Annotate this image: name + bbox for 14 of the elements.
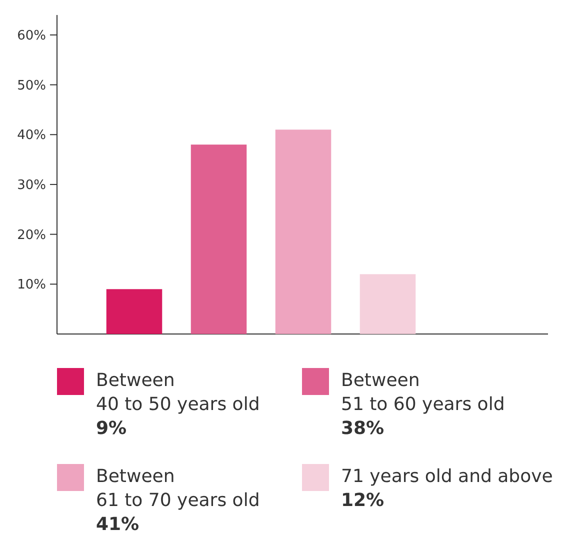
y-tick-label: 60%	[17, 28, 46, 44]
text: 9%	[96, 418, 127, 439]
text: 41%	[96, 514, 140, 533]
legend-label: 71 years old and above	[341, 466, 553, 487]
y-tick-label: 50%	[17, 78, 46, 94]
y-tick-label: 30%	[17, 178, 46, 194]
y-tick-label: 40%	[17, 128, 46, 144]
legend-label: Between 40 to 50 years old	[96, 370, 260, 415]
text: 38%	[341, 418, 384, 439]
y-tick-label: 10%	[17, 278, 46, 293]
legend-label: Between 61 to 70 years old	[96, 466, 260, 511]
legend-label: Between 51 to 60 years old	[341, 370, 505, 415]
text: 12%	[341, 490, 384, 511]
y-tick-label: 20%	[17, 228, 46, 243]
